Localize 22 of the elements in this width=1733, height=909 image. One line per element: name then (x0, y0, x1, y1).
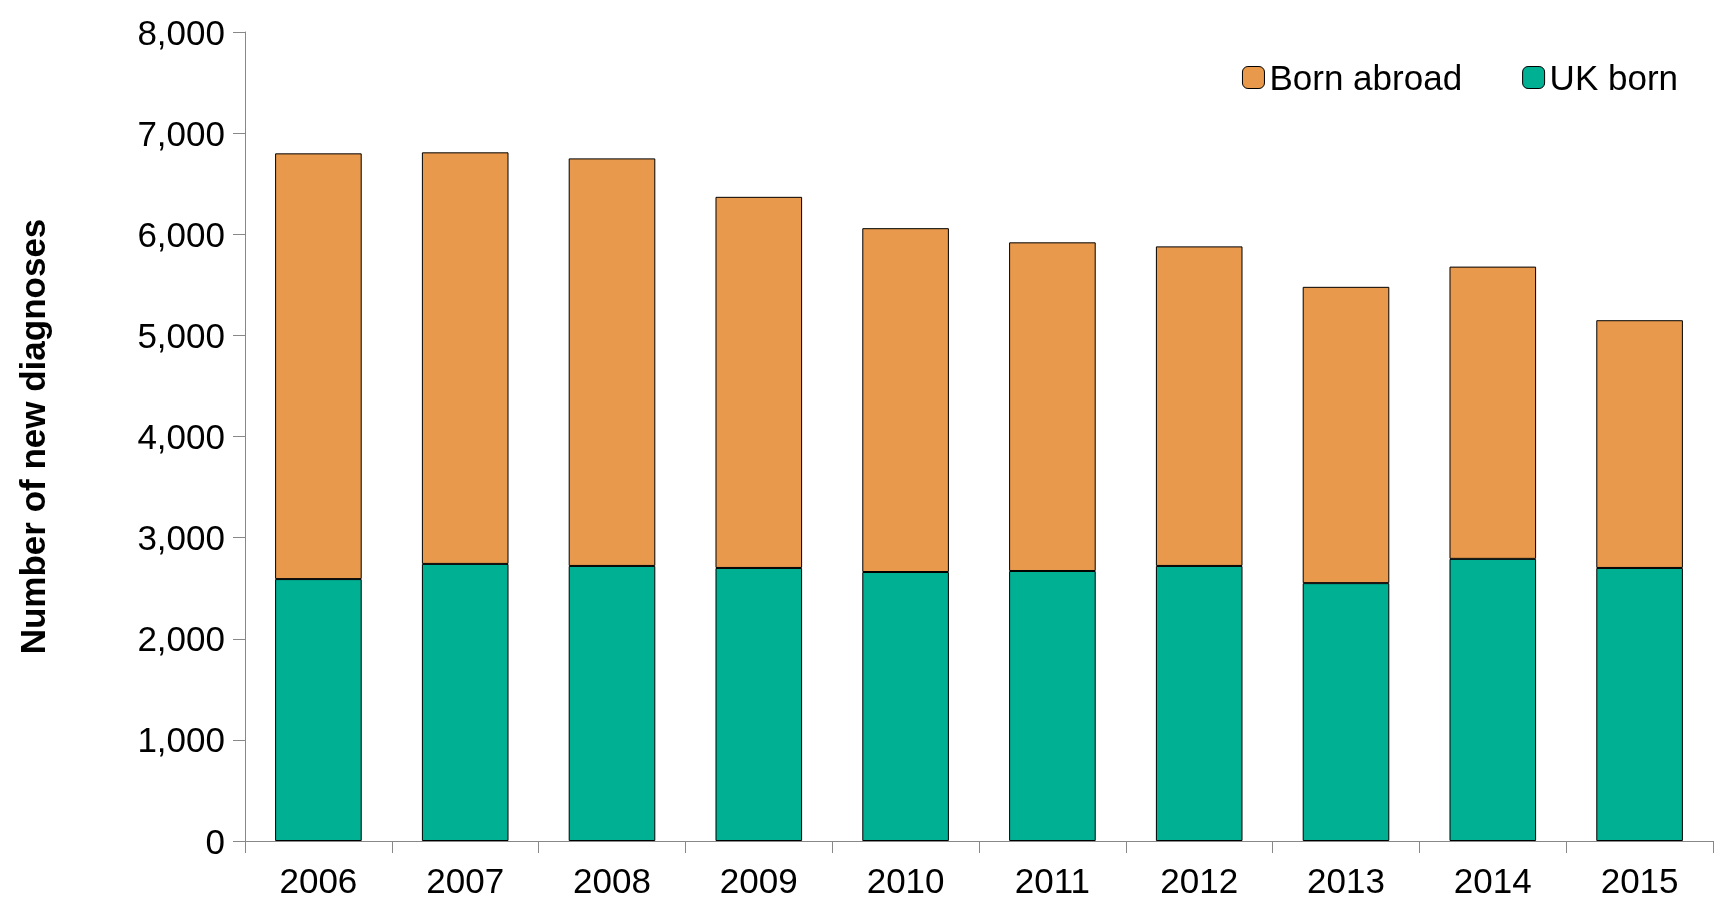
x-tick-label: 2008 (573, 861, 651, 900)
x-tick-label: 2012 (1160, 861, 1239, 900)
x-tick-label: 2013 (1307, 861, 1385, 900)
legend-label: UK born (1549, 58, 1679, 97)
y-tick-label: 7,000 (137, 113, 225, 153)
x-tick-label: 2014 (1453, 861, 1532, 900)
y-tick-label: 8,000 (137, 12, 225, 52)
y-tick-label: 3,000 (137, 518, 225, 558)
x-tick-label: 2011 (1014, 861, 1091, 900)
y-tick-label: 5,000 (137, 315, 225, 355)
y-tick-label: 6,000 (137, 214, 225, 254)
x-tick-label: 2010 (866, 861, 945, 900)
x-tick-label: 2009 (719, 861, 798, 900)
y-tick-label: 2,000 (137, 619, 225, 659)
y-tick-label: 4,000 (137, 417, 225, 456)
x-tick-label: 2006 (279, 861, 358, 900)
x-tick-label: 2007 (426, 861, 505, 900)
legend-label: Born abroad (1269, 58, 1463, 97)
x-tick-label: 2015 (1600, 861, 1679, 900)
y-tick-label: 0 (205, 821, 225, 861)
y-axis-title: Number of new diagnoses (13, 218, 52, 655)
y-tick-label: 1,000 (137, 720, 225, 760)
